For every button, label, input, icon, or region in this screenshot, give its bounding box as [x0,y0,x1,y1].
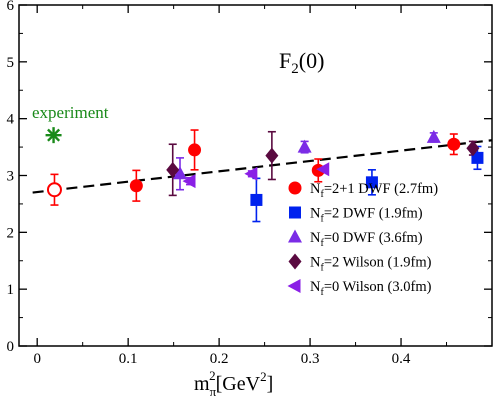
x-tick-label: 0.2 [210,351,229,367]
legend-label: Nf=0 DWF (3.6fm) [310,230,423,249]
data-point-circle [447,137,461,151]
legend-marker-diamond [288,253,302,270]
axis-ticks: 0 0.1 0.2 0.3 0.4 0 1 2 3 4 5 6 [7,0,492,367]
y-tick-label: 2 [7,225,15,241]
data-point-triangle-left [244,166,258,181]
data-point-diamond [466,140,480,157]
data-point-square [365,176,378,189]
y-tick-label: 0 [7,339,15,355]
x-tick-label: 0.4 [392,351,411,367]
y-tick-label: 6 [7,0,15,14]
legend-marker-circle [288,181,302,195]
legend-marker-square [289,206,301,219]
experiment-label: experiment [32,103,109,122]
data-point-triangle-left [316,162,330,177]
data-point-triangle-left [182,174,196,189]
experiment-marker [45,127,62,144]
y-tick-label: 3 [7,169,15,185]
data-point-diamond [265,147,279,164]
data-point-diamond [166,161,180,178]
fit-line [32,139,493,194]
chart-title: F2(0) [279,48,324,77]
data-markers [45,127,484,206]
x-tick-label: 0.3 [301,351,320,367]
legend-label: Nf=2+1 DWF (2.7fm) [310,181,438,200]
legend-label: Nf=0 Wilson (3.0fm) [310,279,432,298]
x-axis-label: mπ2[GeV2] [194,368,273,399]
data-point-circle [188,143,202,157]
data-point-triangle-up [426,129,441,143]
data-point-triangle-up [297,139,312,153]
data-point-square [471,151,484,164]
fit-line-group [32,139,493,194]
y-tick-label: 5 [7,55,15,71]
data-point-square [250,193,263,206]
legend-marker-triangle-up [288,229,302,243]
data-point-triangle-up [173,166,188,180]
x-tick-label: 0 [33,351,41,367]
legend-marker-triangle-left [287,279,301,293]
x-tick-label: 0.1 [119,351,138,367]
data-point-circle [129,179,143,193]
y-tick-label: 4 [7,112,15,128]
legend-label: Nf=2 Wilson (1.9fm) [310,255,432,274]
data-point-circle [46,182,62,198]
legend: Nf=2+1 DWF (2.7fm) Nf=2 DWF (1.9fm) Nf=0 D… [287,181,438,298]
legend-label: Nf=2 DWF (1.9fm) [310,206,423,225]
y-tick-label: 1 [7,282,15,298]
experiment-star-stroke [47,128,61,142]
